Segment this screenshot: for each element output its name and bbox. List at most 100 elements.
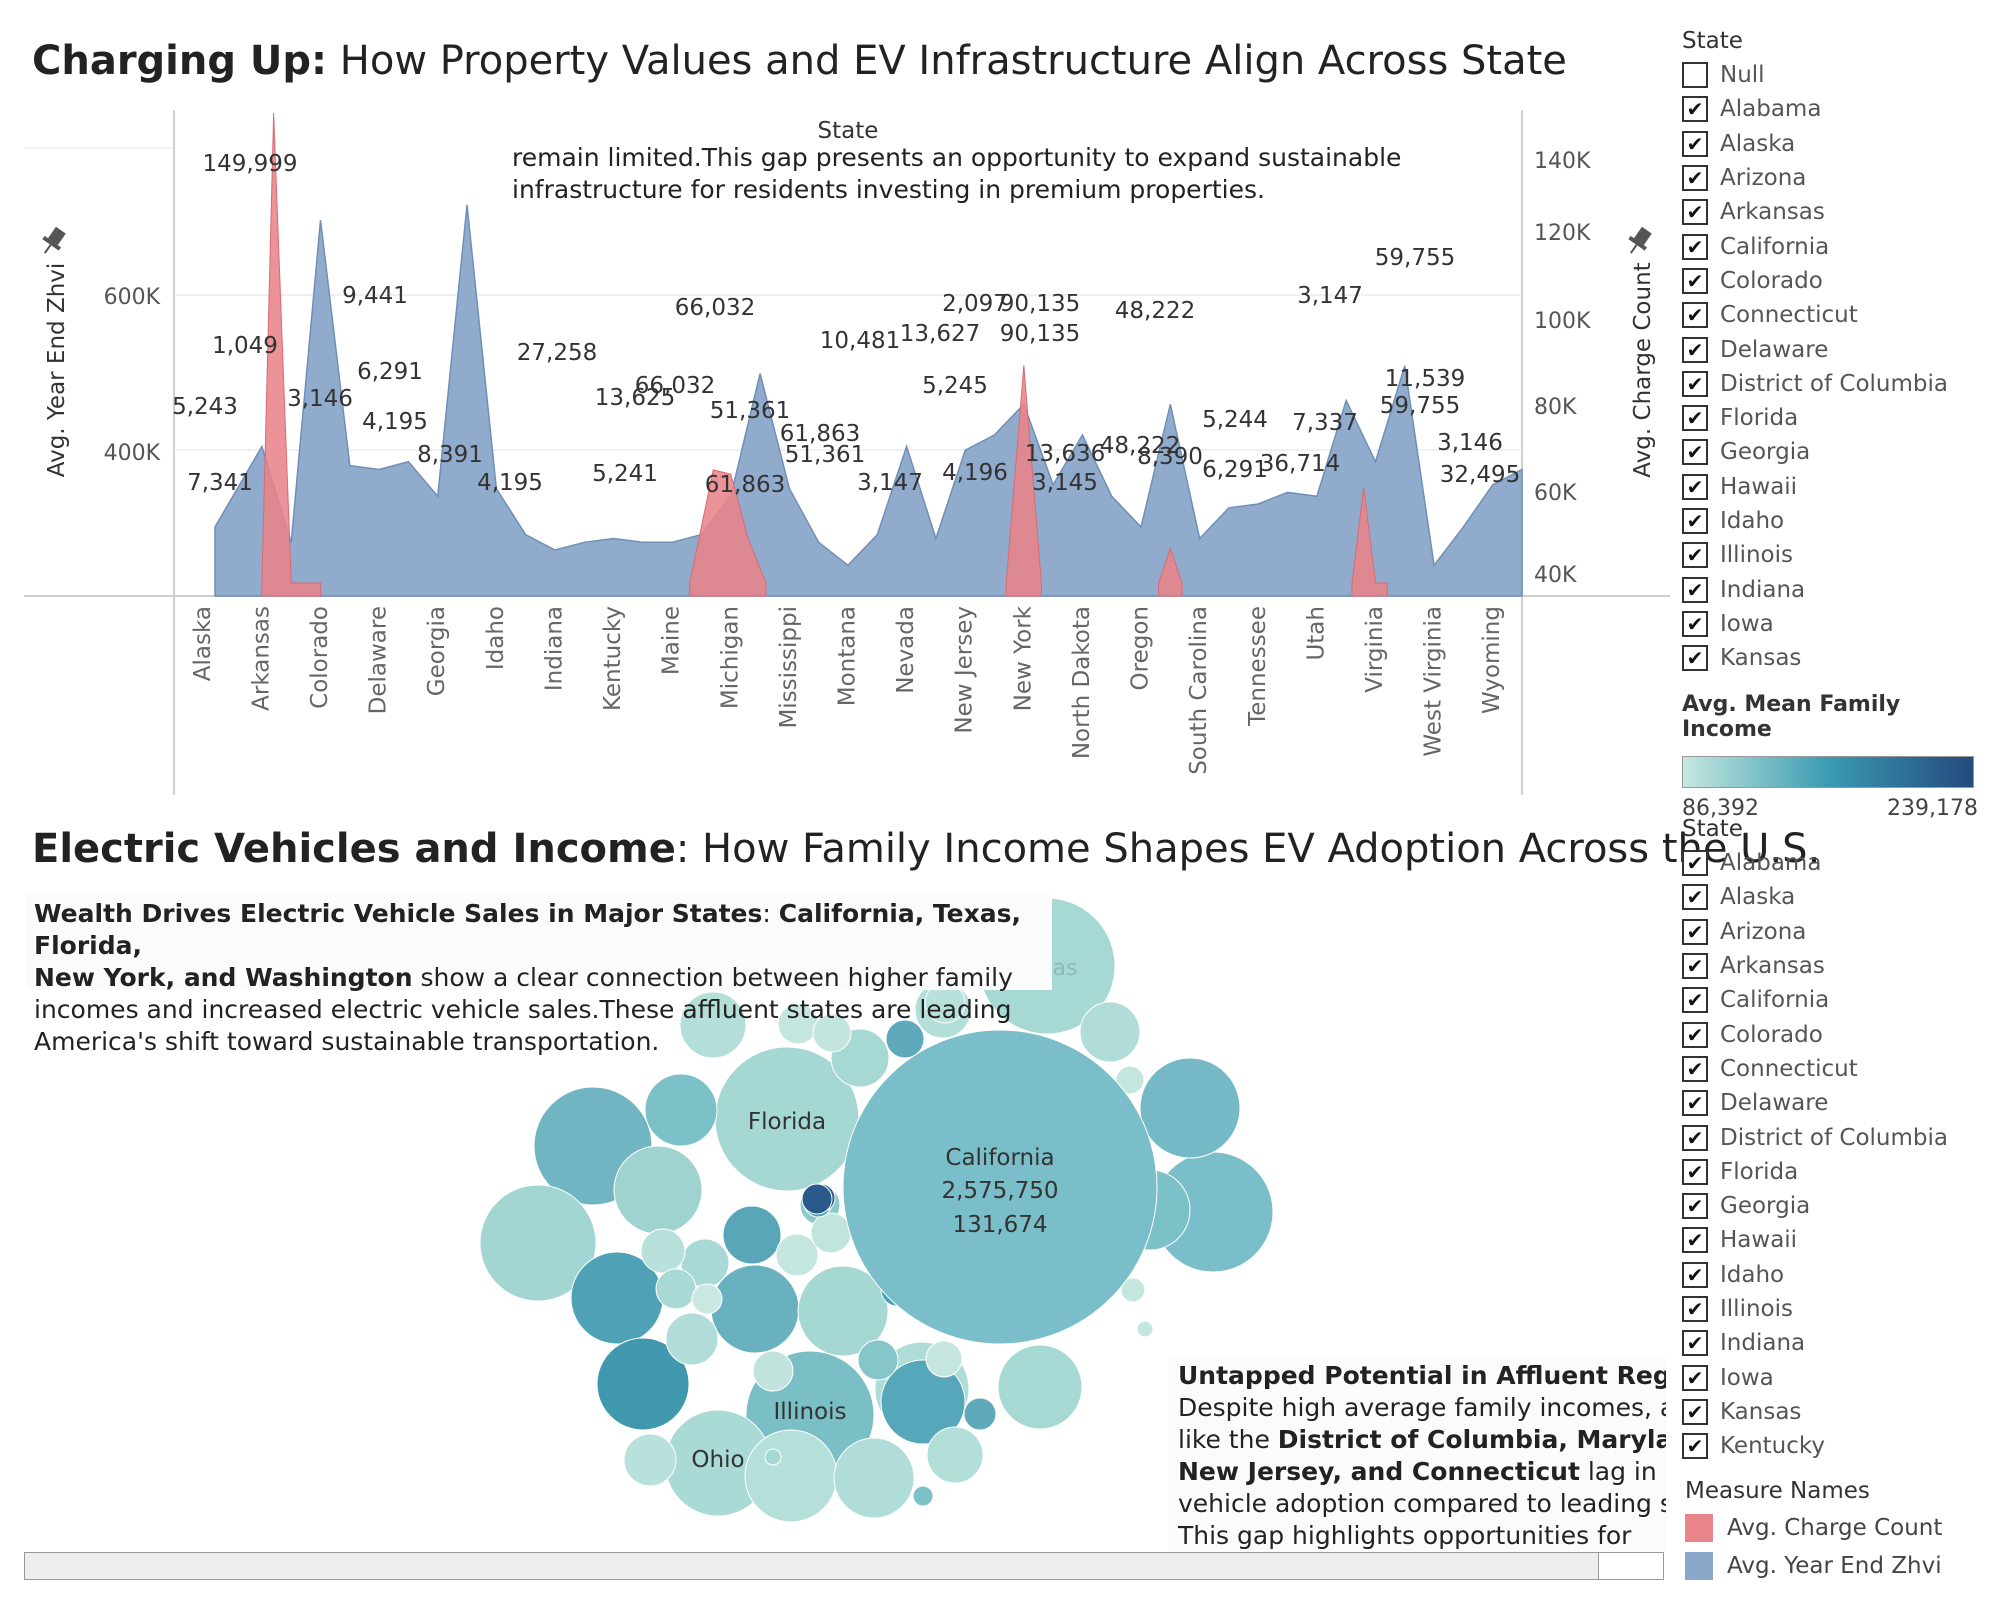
checkbox-checked-icon[interactable]: ✔ — [1682, 1296, 1708, 1322]
state-filter-label: Connecticut — [1720, 302, 1858, 329]
data-label: 36,714 — [1260, 451, 1340, 477]
state-filter-item[interactable]: ✔ Iowa — [1682, 607, 1972, 641]
checkbox-checked-icon[interactable]: ✔ — [1682, 336, 1708, 363]
checkbox-checked-icon[interactable]: ✔ — [1682, 884, 1708, 911]
state-filter-item[interactable]: ✔ Hawaii — [1682, 470, 1972, 504]
checkbox-checked-icon[interactable]: ✔ — [1682, 576, 1708, 603]
checkbox-checked-icon[interactable]: ✔ — [1682, 96, 1708, 123]
state-filter-item[interactable]: ✔ Florida — [1682, 1155, 1972, 1189]
state-filter-item[interactable]: ✔ Connecticut — [1682, 1052, 1972, 1086]
x-tick-label: Montana — [835, 606, 861, 706]
state-filter-item[interactable]: ✔ Connecticut — [1682, 298, 1972, 332]
state-filter-item[interactable]: ✔ Kansas — [1682, 1395, 1972, 1429]
state-filter-item[interactable]: ✔ California — [1682, 983, 1972, 1017]
measure-legend-item[interactable]: Avg. Year End Zhvi — [1685, 1552, 1942, 1580]
data-label: 8,391 — [417, 442, 483, 468]
gridlines — [174, 294, 1522, 451]
state-filter-item[interactable]: ✔ Idaho — [1682, 504, 1972, 538]
state-filter-item[interactable]: ✔ Alabama — [1682, 92, 1972, 126]
note-bold: California, Texas, Florida, — [34, 899, 1021, 960]
state-filter-item[interactable]: ✔ Indiana — [1682, 1326, 1972, 1360]
checkbox-checked-icon[interactable]: ✔ — [1682, 508, 1708, 534]
checkbox-checked-icon[interactable]: ✔ — [1682, 1261, 1708, 1288]
data-label: 4,196 — [942, 460, 1008, 486]
checkbox-checked-icon[interactable]: ✔ — [1682, 233, 1708, 260]
state-filter-item[interactable]: ✔ California — [1682, 229, 1972, 263]
state-filter-item[interactable]: ✔ Colorado — [1682, 1017, 1972, 1051]
annotation-line: infrastructure for residents investing i… — [512, 175, 1265, 204]
checkbox-checked-icon[interactable]: ✔ — [1682, 439, 1708, 466]
checkbox-checked-icon[interactable]: ✔ — [1682, 1364, 1708, 1391]
checkbox-checked-icon[interactable]: ✔ — [1682, 267, 1708, 294]
checkbox-empty-icon[interactable] — [1682, 62, 1708, 89]
checkbox-checked-icon[interactable]: ✔ — [1682, 987, 1708, 1014]
state-filter-item[interactable]: ✔ Georgia — [1682, 1189, 1972, 1223]
checkbox-checked-icon[interactable]: ✔ — [1682, 1021, 1708, 1048]
checkbox-checked-icon[interactable]: ✔ — [1682, 1124, 1708, 1151]
state-bubble — [925, 1340, 963, 1378]
checkbox-checked-icon[interactable]: ✔ — [1682, 165, 1708, 192]
state-filter-item[interactable]: ✔ Hawaii — [1682, 1223, 1972, 1257]
gradient-min: 86,392 — [1682, 796, 1759, 821]
note-text: vehicle adoption compared to leading sta — [1178, 1489, 1666, 1518]
state-filter-item[interactable]: ✔ Alabama — [1682, 846, 1972, 880]
state-bubble — [714, 1046, 860, 1192]
state-filter-item[interactable]: ✔ Idaho — [1682, 1258, 1972, 1292]
state-filter-item[interactable]: ✔ Illinois — [1682, 538, 1972, 572]
state-filter-list[interactable]: Null ✔ Alabama ✔ Alaska ✔ Arizona ✔ Arkansas ✔ Cal… — [1682, 58, 1972, 693]
state-filter-item[interactable]: ✔ Arkansas — [1682, 195, 1972, 229]
checkbox-checked-icon[interactable]: ✔ — [1682, 645, 1708, 672]
legend-title: Measure Names — [1685, 1478, 1870, 1504]
state-bubble — [691, 1283, 723, 1315]
state-filter-item[interactable]: ✔ Iowa — [1682, 1360, 1972, 1394]
state-filter-item[interactable]: ✔ Georgia — [1682, 435, 1972, 469]
scrollbar-thumb[interactable] — [1598, 1553, 1663, 1579]
state-filter-item[interactable]: ✔ Arkansas — [1682, 949, 1972, 983]
checkbox-checked-icon[interactable]: ✔ — [1682, 1330, 1708, 1357]
checkbox-checked-icon[interactable]: ✔ — [1682, 473, 1708, 500]
measure-legend-item[interactable]: Avg. Charge Count — [1685, 1514, 1942, 1542]
checkbox-checked-icon[interactable]: ✔ — [1682, 1158, 1708, 1185]
state-filter-item[interactable]: ✔ Arizona — [1682, 161, 1972, 195]
state-filter-item[interactable]: ✔ Delaware — [1682, 1086, 1972, 1120]
state-filter-item[interactable]: ✔ Florida — [1682, 401, 1972, 435]
state-filter-item[interactable]: Null — [1682, 58, 1972, 92]
checkbox-checked-icon[interactable]: ✔ — [1682, 302, 1708, 329]
checkbox-checked-icon[interactable]: ✔ — [1682, 1090, 1708, 1117]
state-filter-item[interactable]: ✔ District of Columbia — [1682, 367, 1972, 401]
checkbox-checked-icon[interactable]: ✔ — [1682, 199, 1708, 226]
state-filter-item[interactable]: ✔ Kentucky — [1682, 1429, 1972, 1462]
state-filter-item[interactable]: ✔ Delaware — [1682, 332, 1972, 366]
checkbox-checked-icon[interactable]: ✔ — [1682, 953, 1708, 980]
state-filter-item[interactable]: ✔ Indiana — [1682, 572, 1972, 606]
checkbox-checked-icon[interactable]: ✔ — [1682, 918, 1708, 945]
checkbox-checked-icon[interactable]: ✔ — [1682, 130, 1708, 157]
checkbox-checked-icon[interactable]: ✔ — [1682, 610, 1708, 637]
checkbox-checked-icon[interactable]: ✔ — [1682, 1055, 1708, 1082]
checkbox-checked-icon[interactable]: ✔ — [1682, 405, 1708, 432]
state-filter-item[interactable]: ✔ Alaska — [1682, 127, 1972, 161]
state-filter-list[interactable]: ✔ Alabama ✔ Alaska ✔ Arizona ✔ Arkansas ✔ Califor… — [1682, 846, 1972, 1462]
data-label: 5,241 — [592, 461, 658, 487]
state-filter-item[interactable]: ✔ Colorado — [1682, 264, 1972, 298]
horizontal-scrollbar[interactable] — [24, 1552, 1664, 1580]
state-filter-item[interactable]: ✔ Arizona — [1682, 915, 1972, 949]
state-filter-item[interactable]: ✔ District of Columbia — [1682, 1120, 1972, 1154]
checkbox-checked-icon[interactable]: ✔ — [1682, 542, 1708, 569]
state-bubble — [1079, 1001, 1141, 1063]
checkbox-checked-icon[interactable]: ✔ — [1682, 850, 1708, 877]
x-tick-label: Mississippi — [776, 606, 802, 729]
x-tick-label: Alaska — [190, 606, 216, 681]
state-filter-item[interactable]: ✔ Illinois — [1682, 1292, 1972, 1326]
checkbox-checked-icon[interactable]: ✔ — [1682, 1193, 1708, 1220]
checkbox-checked-icon[interactable]: ✔ — [1682, 1227, 1708, 1254]
checkbox-checked-icon[interactable]: ✔ — [1682, 1433, 1708, 1460]
checkbox-checked-icon[interactable]: ✔ — [1682, 370, 1708, 397]
checkbox-checked-icon[interactable]: ✔ — [1682, 1398, 1708, 1425]
state-filter-item[interactable]: ✔ Alaska — [1682, 880, 1972, 914]
area-chart[interactable]: State 149,999 1,049 5,243 7,341 3,146 9,441 6,… — [0, 100, 1670, 800]
state-filter-item[interactable]: ✔ Kansas — [1682, 641, 1972, 675]
state-bubble — [963, 1397, 997, 1431]
state-bubble — [613, 1145, 703, 1235]
pin-icon — [42, 226, 66, 254]
